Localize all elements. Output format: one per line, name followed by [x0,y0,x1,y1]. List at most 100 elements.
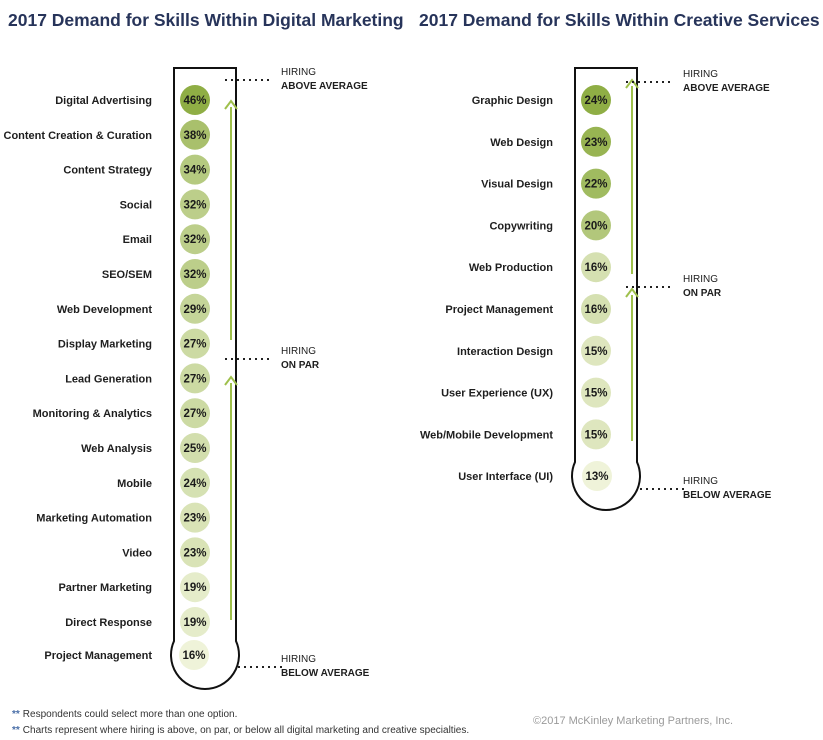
footnote-text: Charts represent where hiring is above, … [22,725,470,736]
value-bubble [582,461,612,491]
value-bubble [581,419,611,450]
value-label: 15% [584,429,607,441]
category-label: Project Management [44,650,152,662]
value-label: 15% [584,388,607,400]
category-label: Web Design [490,137,553,149]
category-label: Lead Generation [65,373,152,385]
category-label: Marketing Automation [36,513,152,525]
category-label: User Experience (UX) [441,388,553,400]
hiring-level-line1: HIRING [281,67,316,78]
value-bubble [581,377,611,408]
value-label: 16% [182,650,205,662]
footnote-2: ** Charts represent where hiring is above… [12,725,469,736]
value-label: 23% [584,137,607,149]
value-bubble [180,119,210,150]
value-label: 34% [183,165,206,177]
category-label: Content Strategy [63,165,153,177]
hiring-level-line1: HIRING [683,476,718,487]
category-label: Video [122,547,152,559]
value-label: 32% [183,199,206,211]
value-label: 29% [183,304,206,316]
value-bubble [180,224,210,255]
category-label: Content Creation & Curation [4,130,153,142]
value-bubble [581,210,611,241]
value-bubble [180,607,210,637]
value-bubble [180,154,210,185]
value-label: 32% [183,234,206,246]
value-bubble [179,640,209,670]
value-label: 19% [183,617,206,629]
category-label: Direct Response [65,617,152,629]
value-label: 38% [183,130,206,142]
category-label: Copywriting [489,220,553,232]
value-label: 27% [183,373,206,385]
category-label: User Interface (UI) [458,471,553,483]
hiring-level-line2: ABOVE AVERAGE [683,83,770,94]
arrow-head-icon [625,287,639,298]
footnote-1: ** Respondents could select more than one… [12,709,237,720]
value-label: 46% [183,95,206,107]
value-label: 22% [584,179,607,191]
copyright: ©2017 McKinley Marketing Partners, Inc. [533,715,734,727]
value-label: 13% [585,471,608,483]
value-label: 24% [584,95,607,107]
value-bubble [180,189,210,220]
creative-services-chart-title: 2017 Demand for Skills Within Creative S… [419,10,820,30]
value-bubble [581,168,611,199]
hiring-level-line2: ON PAR [683,288,722,299]
value-label: 20% [584,220,607,232]
category-label: Monitoring & Analytics [33,408,152,420]
value-label: 32% [183,269,206,281]
value-bubble [180,259,210,289]
hiring-level-line1: HIRING [683,274,718,285]
value-bubble [581,85,611,115]
hiring-level-line2: ABOVE AVERAGE [281,81,368,92]
category-label: Web Development [57,304,152,316]
value-label: 27% [183,339,206,351]
category-label: Email [123,234,152,246]
value-bubble [581,126,611,157]
value-label: 16% [584,262,607,274]
hiring-level-line2: ON PAR [281,360,320,371]
hiring-level-line1: HIRING [683,69,718,80]
value-label: 15% [584,346,607,358]
footnote-text: Respondents could select more than one o… [22,709,238,720]
digital-marketing-chart-title: 2017 Demand for Skills Within Digital Ma… [8,10,404,30]
category-label: Visual Design [481,179,553,191]
category-label: Web Analysis [81,443,152,455]
category-label: Mobile [117,478,152,490]
footnote-mark: ** [12,725,20,736]
value-bubble [581,335,611,366]
hiring-level-line1: HIRING [281,654,316,665]
value-label: 23% [183,547,206,559]
value-label: 27% [183,408,206,420]
value-label: 16% [584,304,607,316]
category-label: Partner Marketing [58,582,152,594]
category-label: Web/Mobile Development [420,429,553,441]
value-bubble [581,252,611,283]
value-label: 19% [183,582,206,594]
value-label: 25% [183,443,206,455]
category-label: Digital Advertising [55,95,152,107]
value-bubble [180,502,210,533]
category-label: Display Marketing [58,339,152,351]
creative-services-chart: 24% Graphic Design 23% Web Design 22% Visual … [420,67,772,511]
value-bubble [180,572,210,603]
value-bubble [180,433,210,463]
value-bubble [180,537,210,568]
category-label: Social [120,199,152,211]
value-bubble [180,293,210,324]
arrow-head-icon [224,375,238,386]
value-bubble [180,398,210,429]
hiring-level-line2: BELOW AVERAGE [683,490,772,501]
category-label: Web Production [469,262,553,274]
value-bubble [180,85,210,115]
hiring-level-line1: HIRING [281,346,316,357]
value-bubble [180,363,210,394]
arrow-head-icon [224,99,238,110]
value-label: 23% [183,513,206,525]
digital-marketing-chart: 46% Digital Advertising 38% Content Creatio… [4,67,370,690]
hiring-level-line2: BELOW AVERAGE [281,668,370,679]
